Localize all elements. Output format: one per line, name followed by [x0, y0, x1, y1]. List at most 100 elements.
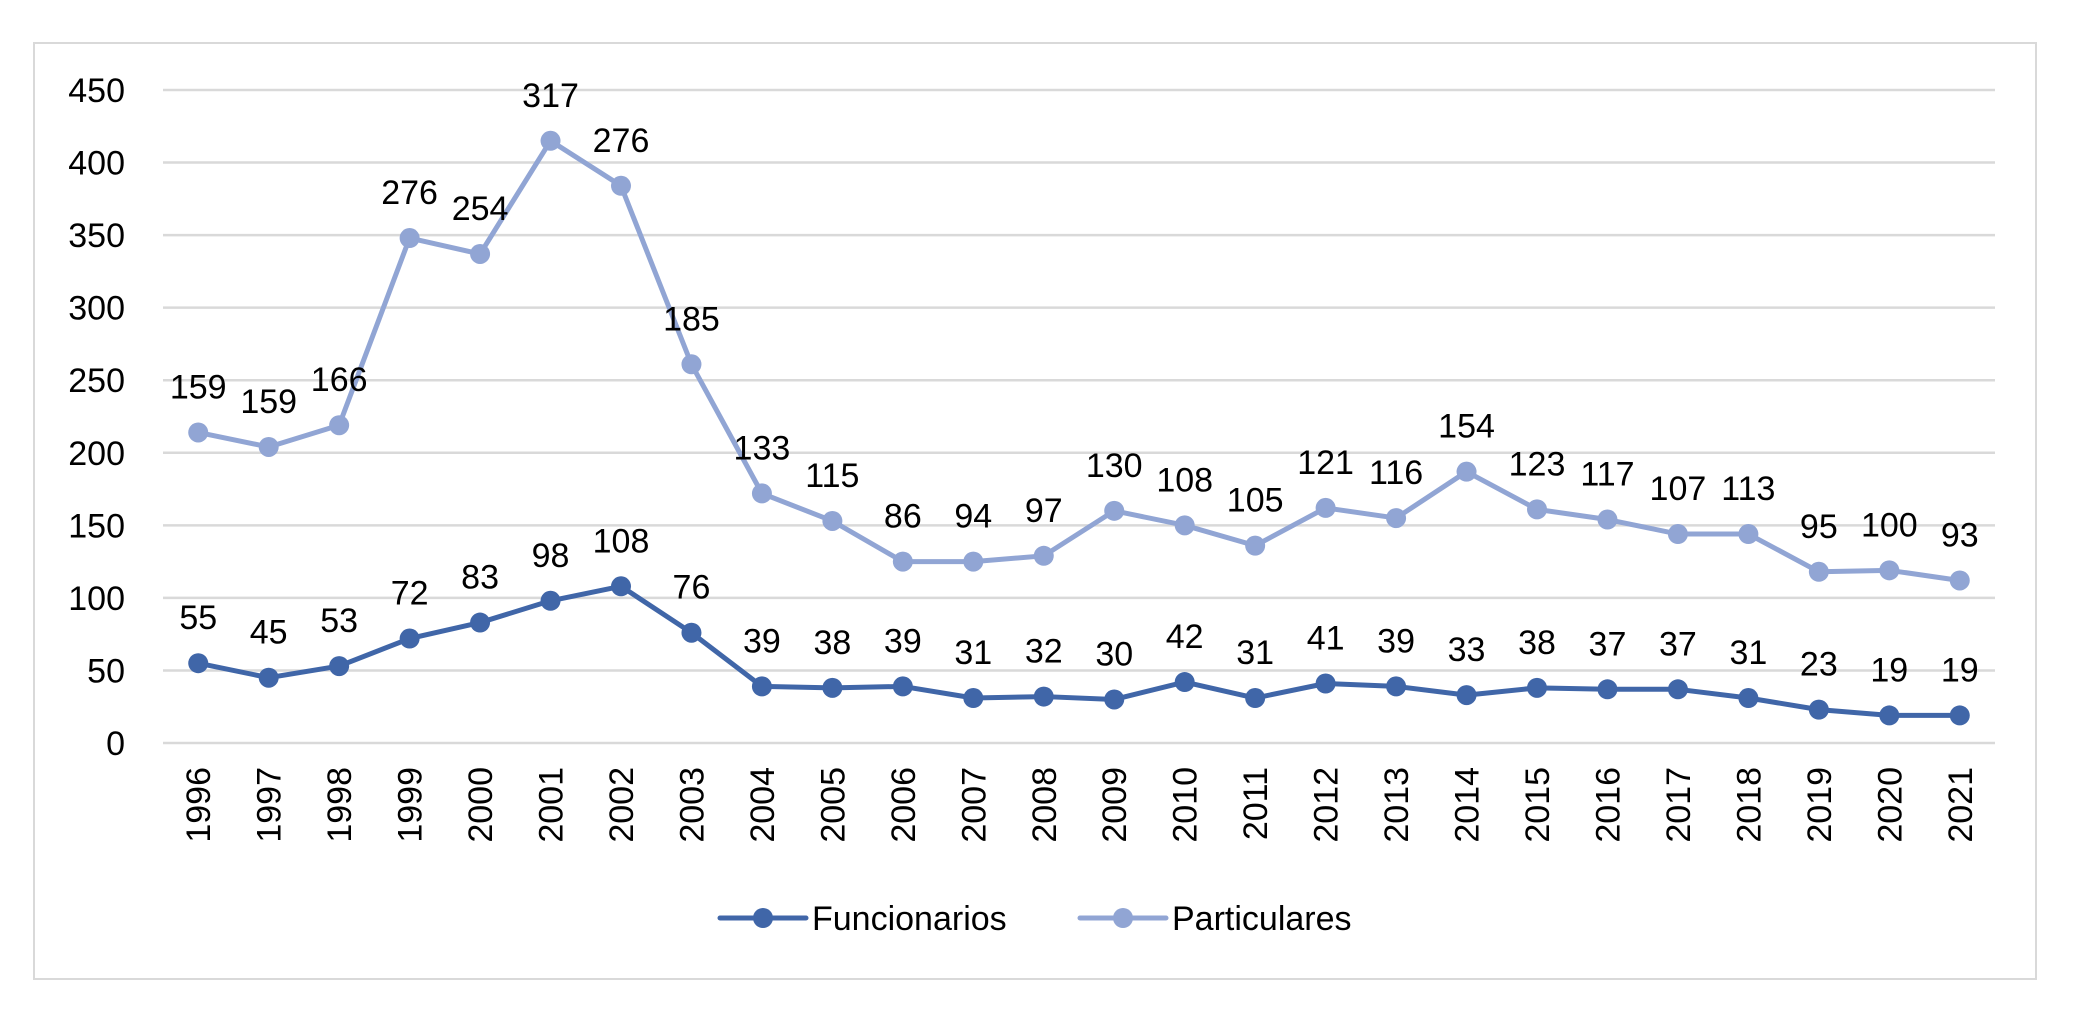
y-tick-label: 100: [68, 580, 125, 618]
data-label-funcionarios: 39: [743, 622, 781, 660]
data-label-funcionarios: 31: [1729, 634, 1767, 672]
y-tick-label: 200: [68, 435, 125, 473]
y-tick-label: 250: [68, 362, 125, 400]
data-label-particulares: 154: [1438, 408, 1495, 446]
data-point-funcionarios: [1667, 679, 1688, 700]
data-label-particulares: 133: [734, 429, 791, 467]
series-line-particulares: [195, 138, 1963, 583]
data-label-funcionarios: 53: [320, 602, 358, 640]
data-label-funcionarios: 30: [1095, 635, 1133, 673]
x-tick-label: 2001: [533, 767, 571, 843]
legend-marker-funcionarios: [753, 908, 773, 928]
data-labels: 55 45 53 72 83 98 108 76 39 38 39 31 32 30 42 31 41 39 33 3…: [170, 77, 1979, 690]
data-point-funcionarios: [1104, 689, 1125, 710]
data-label-particulares: 185: [663, 300, 720, 338]
legend-label-particulares: Particulares: [1172, 900, 1352, 938]
data-point-funcionarios: [963, 688, 984, 709]
data-label-particulares: 317: [522, 77, 579, 115]
data-point-funcionarios: [822, 677, 843, 698]
data-point-funcionarios: [1597, 679, 1618, 700]
data-point-particulares: [188, 422, 209, 443]
legend-marker-particulares: [1113, 908, 1133, 928]
data-point-particulares: [1949, 570, 1970, 591]
series-line-funcionarios: [195, 583, 1963, 718]
x-tick-label: 2009: [1096, 767, 1134, 843]
data-point-funcionarios: [892, 676, 913, 697]
x-tick-label: 1997: [251, 767, 289, 843]
data-label-funcionarios: 37: [1659, 625, 1697, 663]
data-label-funcionarios: 32: [1025, 633, 1063, 671]
data-point-funcionarios: [1386, 676, 1407, 697]
data-label-funcionarios: 42: [1166, 618, 1204, 656]
data-point-funcionarios: [258, 667, 279, 688]
data-label-funcionarios: 39: [884, 622, 922, 660]
data-point-particulares: [1033, 545, 1054, 566]
data-point-funcionarios: [1527, 677, 1547, 698]
data-point-funcionarios: [540, 590, 561, 611]
data-point-particulares: [1315, 497, 1336, 518]
data-label-particulares: 276: [381, 174, 438, 212]
gridlines: [163, 88, 1995, 745]
x-tick-label: 1998: [321, 767, 359, 843]
y-tick-label: 150: [68, 507, 125, 545]
x-tick-label: 2010: [1167, 767, 1205, 843]
data-point-funcionarios: [329, 656, 350, 677]
x-tick-label: 2016: [1589, 767, 1627, 843]
data-point-funcionarios: [1879, 705, 1900, 726]
data-point-funcionarios: [611, 576, 631, 597]
data-point-particulares: [1386, 508, 1407, 529]
data-label-particulares: 254: [452, 190, 509, 228]
data-point-particulares: [681, 354, 702, 375]
y-axis: 0 50 100 150 200 250 300 350 400 450: [68, 72, 125, 763]
data-label-particulares: 93: [1941, 516, 1979, 554]
data-point-particulares: [258, 436, 279, 457]
x-tick-label: 1999: [392, 767, 430, 843]
data-point-funcionarios: [1456, 685, 1477, 706]
y-tick-label: 400: [68, 145, 125, 183]
data-label-funcionarios: 98: [532, 537, 570, 575]
data-point-particulares: [540, 130, 561, 151]
data-point-particulares: [1879, 560, 1900, 581]
data-point-funcionarios: [1738, 688, 1759, 709]
data-point-particulares: [1808, 561, 1829, 582]
x-tick-label: 2004: [744, 767, 782, 843]
x-tick-label: 2003: [673, 767, 711, 843]
data-label-particulares: 108: [1156, 461, 1213, 499]
data-label-funcionarios: 55: [179, 599, 217, 637]
data-point-particulares: [822, 510, 843, 531]
data-label-funcionarios: 45: [250, 614, 288, 652]
x-tick-label: 2011: [1237, 767, 1275, 840]
y-tick-label: 300: [68, 290, 125, 328]
data-label-funcionarios: 23: [1800, 646, 1838, 684]
data-point-particulares: [611, 175, 631, 196]
data-label-funcionarios: 38: [1518, 624, 1556, 662]
x-tick-label: 2007: [955, 767, 993, 843]
data-point-funcionarios: [470, 612, 491, 633]
data-label-particulares: 159: [170, 368, 227, 406]
x-tick-label: 2005: [814, 767, 852, 843]
legend[interactable]: Funcionarios Particulares: [717, 900, 1352, 938]
data-label-funcionarios: 31: [1236, 634, 1274, 672]
x-tick-label: 2006: [885, 767, 923, 843]
data-label-particulares: 123: [1509, 445, 1566, 483]
y-tick-label: 350: [68, 217, 125, 255]
x-tick-label: 2021: [1942, 767, 1980, 843]
x-tick-label: 2018: [1730, 767, 1768, 843]
data-label-particulares: 95: [1800, 508, 1838, 546]
data-label-particulares: 100: [1861, 506, 1918, 544]
data-label-particulares: 107: [1650, 470, 1707, 508]
chart-frame: [33, 42, 2037, 980]
x-axis: 1996 1997 1998 1999 2000 2001 2002 2003 2004 2005…: [180, 767, 1980, 843]
data-point-particulares: [892, 551, 913, 572]
data-label-funcionarios: 19: [1870, 651, 1908, 689]
data-label-particulares: 115: [805, 457, 859, 495]
data-label-funcionarios: 31: [954, 634, 992, 672]
data-label-funcionarios: 108: [593, 522, 650, 560]
x-tick-label: 1996: [180, 767, 218, 843]
data-label-particulares: 276: [593, 122, 650, 160]
y-tick-label: 450: [68, 72, 125, 110]
data-point-funcionarios: [1315, 673, 1336, 694]
data-label-particulares: 105: [1227, 482, 1284, 520]
legend-label-funcionarios: Funcionarios: [812, 900, 1007, 938]
